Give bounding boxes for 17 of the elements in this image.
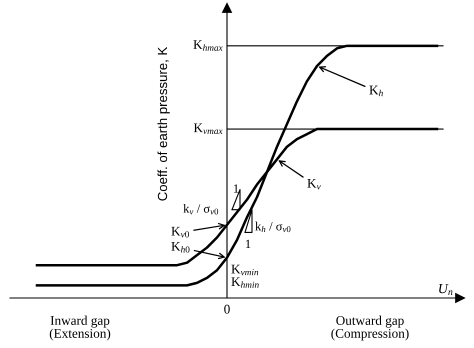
annotation: K$_{v}$ — [307, 178, 321, 190]
text: 0 — [224, 304, 230, 314]
text: Outward gap (Compression) — [331, 316, 409, 341]
annotation: K$_{hmax}$ — [193, 40, 223, 51]
annotation: K$_{h}$ — [369, 86, 383, 96]
x-axis-title: U$_{n}$ — [439, 284, 452, 295]
annotation: K$_{vmax}$ — [194, 124, 222, 134]
y-axis-title: Coeff. of earth pressure, K — [157, 46, 170, 201]
annotation: k$_{h}$ / σ$_{v0}$ — [255, 222, 290, 232]
annotation: K$_{h0}$ — [171, 242, 190, 253]
annotation: K$_{vmin}$ — [231, 264, 258, 276]
annotation: k$_{v}$ / σ$_{v0}$ — [183, 204, 218, 214]
text: Inward gap (Extension) — [50, 316, 110, 341]
annotation: 1 — [234, 184, 238, 193]
annotation: K$_{v0}$ — [171, 226, 189, 238]
annotation: 1 — [246, 240, 250, 248]
annotation: K$_{hmin}$ — [231, 277, 259, 288]
